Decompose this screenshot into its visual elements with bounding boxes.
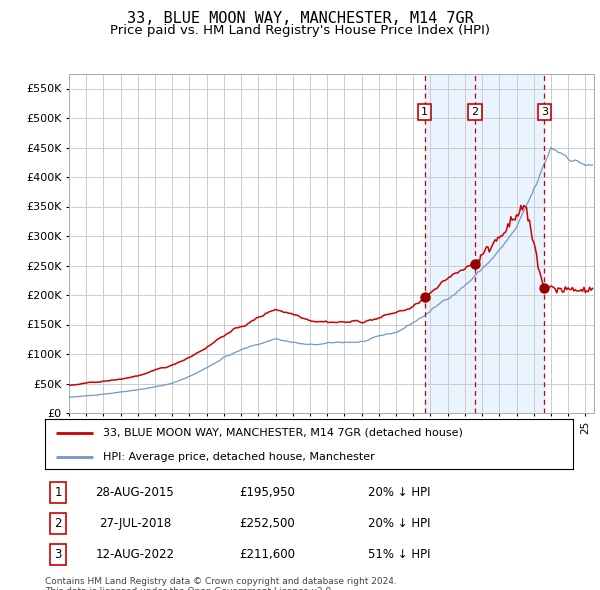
Text: 27-JUL-2018: 27-JUL-2018 bbox=[98, 517, 171, 530]
Text: 51% ↓ HPI: 51% ↓ HPI bbox=[368, 548, 430, 561]
Text: £211,600: £211,600 bbox=[239, 548, 295, 561]
Text: 2: 2 bbox=[55, 517, 62, 530]
Text: 1: 1 bbox=[421, 107, 428, 117]
Text: 33, BLUE MOON WAY, MANCHESTER, M14 7GR (detached house): 33, BLUE MOON WAY, MANCHESTER, M14 7GR (… bbox=[103, 428, 463, 438]
Text: 1: 1 bbox=[55, 486, 62, 499]
Text: 2: 2 bbox=[471, 107, 478, 117]
Text: 12-AUG-2022: 12-AUG-2022 bbox=[95, 548, 174, 561]
Text: 20% ↓ HPI: 20% ↓ HPI bbox=[368, 517, 430, 530]
Text: 33, BLUE MOON WAY, MANCHESTER, M14 7GR: 33, BLUE MOON WAY, MANCHESTER, M14 7GR bbox=[127, 11, 473, 25]
Text: 3: 3 bbox=[541, 107, 548, 117]
Text: £252,500: £252,500 bbox=[239, 517, 295, 530]
Text: 28-AUG-2015: 28-AUG-2015 bbox=[95, 486, 174, 499]
Text: £195,950: £195,950 bbox=[239, 486, 295, 499]
Text: Price paid vs. HM Land Registry's House Price Index (HPI): Price paid vs. HM Land Registry's House … bbox=[110, 24, 490, 37]
Bar bbox=[425, 74, 544, 413]
Text: Contains HM Land Registry data © Crown copyright and database right 2024.
This d: Contains HM Land Registry data © Crown c… bbox=[45, 577, 397, 590]
Text: 20% ↓ HPI: 20% ↓ HPI bbox=[368, 486, 430, 499]
Text: 3: 3 bbox=[55, 548, 62, 561]
Text: HPI: Average price, detached house, Manchester: HPI: Average price, detached house, Manc… bbox=[103, 451, 375, 461]
